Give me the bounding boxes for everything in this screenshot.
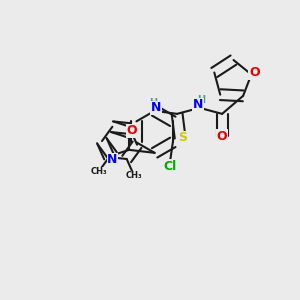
Text: N: N — [193, 98, 203, 111]
Text: N: N — [107, 153, 118, 166]
Text: H: H — [149, 98, 157, 108]
Text: O: O — [249, 67, 260, 80]
Text: CH₃: CH₃ — [90, 167, 107, 176]
Text: H: H — [197, 95, 205, 105]
Text: S: S — [178, 131, 188, 144]
Text: O: O — [127, 124, 137, 137]
Text: CH₃: CH₃ — [126, 171, 142, 180]
Text: Cl: Cl — [163, 160, 176, 173]
Text: O: O — [217, 130, 227, 143]
Text: N: N — [151, 101, 161, 114]
